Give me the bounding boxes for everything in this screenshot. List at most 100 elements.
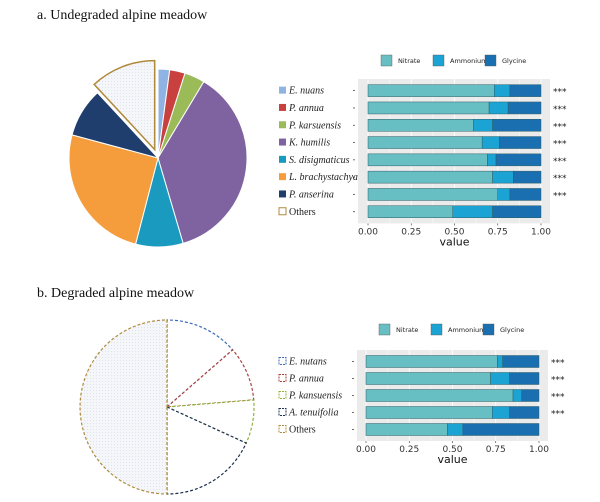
bar-ammonium: [490, 372, 510, 385]
category-label: P. kansuensis: [288, 391, 342, 402]
legend-label-ammonium: Ammonium: [450, 57, 487, 65]
legend-swatch-ammonium: [430, 323, 443, 336]
pie-slice: [68, 134, 159, 245]
bar-nitrate: [367, 136, 483, 149]
x-tick-label: 0.00: [356, 445, 376, 455]
legend-label-glycine: Glycine: [502, 57, 526, 65]
bar-nitrate: [367, 205, 454, 218]
bar-ammonium: [452, 205, 493, 218]
plot-panel: [358, 79, 550, 224]
significance-label: ***: [551, 393, 565, 403]
bar-glycine: [502, 355, 540, 368]
category-label: P. karsuensis: [288, 120, 341, 131]
bar-nitrate: [365, 423, 448, 436]
legend-swatch-nitrate: [378, 323, 391, 336]
bar-nitrate: [367, 119, 474, 132]
bar-ammonium: [494, 84, 511, 97]
bar-ammonium: [512, 389, 522, 402]
legend-label-nitrate: Nitrate: [398, 57, 420, 65]
bar-chart-degraded: Nitrate Ammonium Glycine *** E. nutans *** P. …: [278, 323, 565, 466]
significance-label: ***: [551, 410, 565, 420]
category-label: A. tenuifolia: [288, 408, 338, 419]
category-swatch: [279, 190, 286, 198]
pie-slice: [157, 81, 248, 245]
category-swatch: [279, 138, 286, 146]
bar-nitrate: [365, 355, 498, 368]
x-tick-label: 0.25: [401, 227, 421, 237]
legend-label-nitrate: Nitrate: [396, 326, 418, 334]
category-swatch: [279, 103, 286, 111]
bar-glycine: [499, 136, 542, 149]
category-label: S. disigmaticus: [289, 155, 350, 166]
bar-nitrate: [365, 389, 514, 402]
legend-label-ammonium: Ammonium: [448, 326, 485, 334]
bar-ammonium: [492, 406, 510, 419]
bar-glycine: [507, 101, 542, 115]
bar-nitrate: [365, 406, 493, 419]
significance-label: ***: [551, 376, 565, 386]
legend-swatch-nitrate: [380, 54, 393, 67]
category-swatch: [278, 374, 287, 382]
x-tick-label: 0.00: [358, 227, 378, 237]
bar-ammonium: [488, 101, 509, 115]
bar-glycine: [509, 84, 542, 97]
bar-nitrate: [367, 101, 490, 115]
x-axis-label: value: [439, 235, 469, 248]
panel-b-title: b. Degraded alpine meadow: [37, 286, 195, 301]
bar-glycine: [492, 205, 542, 218]
category-swatch: [279, 173, 286, 181]
bar-ammonium: [497, 188, 511, 201]
bar-nitrate: [367, 188, 498, 201]
category-swatch: [278, 408, 287, 416]
significance-label: ***: [553, 191, 567, 201]
pie-slice: [166, 319, 234, 409]
x-tick-label: 0.50: [444, 227, 464, 237]
x-tick-label: 0.75: [488, 227, 508, 237]
category-label: Others: [289, 425, 316, 436]
significance-label: ***: [553, 157, 567, 167]
category-swatch: [279, 121, 286, 129]
x-tick-label: 0.75: [486, 445, 506, 455]
bar-ammonium: [487, 153, 497, 167]
category-swatch: [278, 207, 287, 216]
bar-glycine: [509, 406, 540, 419]
x-tick-label: 1.00: [531, 227, 551, 237]
bar-glycine: [495, 153, 542, 167]
category-label: P. annua: [288, 103, 324, 114]
bar-glycine: [492, 119, 542, 132]
category-swatch: [278, 425, 287, 433]
legend-swatch-glycine: [482, 323, 495, 336]
bar-glycine: [462, 423, 540, 436]
x-tick-label: 1.00: [529, 445, 549, 455]
x-tick-label: 0.25: [399, 445, 419, 455]
bar-ammonium: [473, 119, 493, 132]
category-swatch: [279, 86, 286, 94]
significance-label: ***: [551, 359, 565, 369]
pie-slice: [166, 406, 247, 495]
bar-ammonium: [492, 170, 514, 184]
legend-label-glycine: Glycine: [500, 326, 524, 334]
pie-slice: [79, 319, 168, 495]
significance-label: ***: [553, 174, 567, 184]
bar-nitrate: [367, 84, 495, 97]
bar-ammonium: [481, 136, 500, 149]
bar-glycine: [509, 372, 540, 385]
bar-ammonium: [447, 423, 464, 436]
category-label: P. annua: [288, 374, 324, 385]
legend-swatch-ammonium: [432, 54, 445, 67]
bar-chart-undegraded: Nitrate Ammonium Glycine *** E. nuans *** P. a…: [278, 54, 567, 248]
category-swatch: [278, 391, 287, 399]
category-label: E. nutans: [288, 357, 327, 368]
bar-glycine: [521, 389, 540, 402]
bar-nitrate: [367, 170, 493, 184]
significance-label: ***: [553, 122, 567, 132]
bar-nitrate: [367, 153, 488, 167]
pie-slice: [71, 92, 160, 159]
category-label: K. humilis: [288, 138, 330, 149]
category-label: P. anserina: [288, 189, 334, 200]
category-label: Others: [289, 207, 316, 218]
category-label: L. brachystachya: [288, 172, 358, 183]
category-swatch: [278, 357, 287, 365]
pie-slice: [93, 59, 156, 152]
